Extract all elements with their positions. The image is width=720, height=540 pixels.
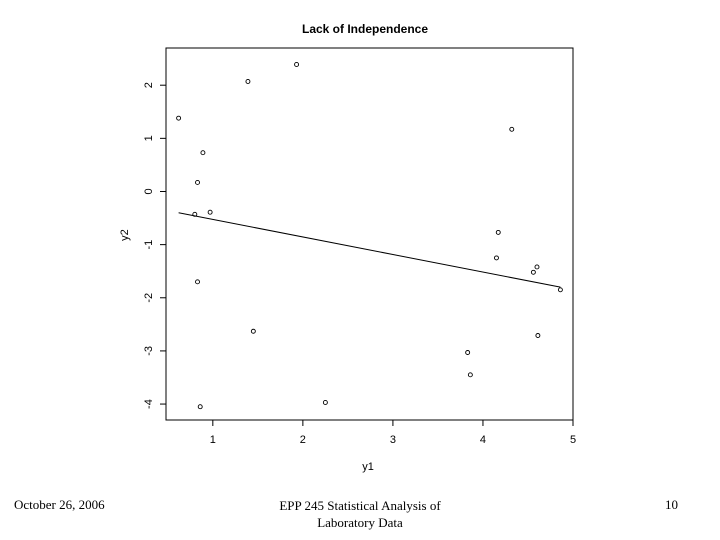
data-point (207, 209, 213, 215)
y-tick-label: -2 (143, 293, 155, 303)
y-tick-label: -3 (143, 346, 155, 356)
chart-title: Lack of Independence (302, 22, 428, 36)
footer-title-line1: EPP 245 Statistical Analysis of (279, 498, 441, 513)
data-point (195, 279, 200, 285)
x-tick-label: 1 (210, 434, 216, 446)
x-tick-label: 4 (480, 434, 486, 446)
footer-date: October 26, 2006 (14, 497, 105, 512)
data-point (195, 180, 200, 185)
x-ticks: 1 2 3 4 5 (210, 420, 576, 446)
data-points (176, 62, 563, 410)
footer-page-number: 10 (665, 497, 678, 512)
plot-frame (165, 47, 574, 421)
data-point (494, 255, 499, 261)
x-tick-label: 3 (390, 434, 396, 446)
data-point (322, 400, 328, 405)
y-tick-label: -4 (143, 399, 155, 409)
y-tick-label: 1 (143, 135, 155, 141)
data-point (495, 229, 501, 235)
data-point (465, 350, 471, 355)
data-point (535, 333, 541, 338)
x-tick-label: 2 (300, 434, 306, 446)
footer-title-line2: Laboratory Data (317, 515, 403, 530)
footer-title: EPP 245 Statistical Analysis of Laborato… (240, 497, 480, 531)
data-point (176, 115, 182, 121)
data-point (294, 62, 300, 67)
scatter-chart: Lack of Independence 1 2 3 4 5 -4 -3 -2 -1 0 1 2 y… (119, 22, 576, 473)
data-point (530, 269, 536, 275)
data-point (192, 211, 198, 217)
x-tick-label: 5 (570, 434, 576, 446)
data-point (197, 404, 203, 410)
data-point (509, 126, 515, 132)
data-point (200, 150, 206, 156)
y-tick-label: -1 (143, 240, 155, 250)
y-axis-label: y2 (119, 229, 131, 241)
data-point (245, 79, 251, 84)
x-axis-label: y1 (362, 461, 374, 473)
data-point (250, 328, 256, 334)
data-point (467, 372, 473, 378)
data-point (534, 264, 540, 270)
y-ticks: -4 -3 -2 -1 0 1 2 (143, 82, 166, 409)
regression-line (178, 212, 561, 288)
y-tick-label: 0 (143, 188, 155, 194)
data-point (557, 287, 563, 293)
y-tick-label: 2 (143, 82, 155, 88)
